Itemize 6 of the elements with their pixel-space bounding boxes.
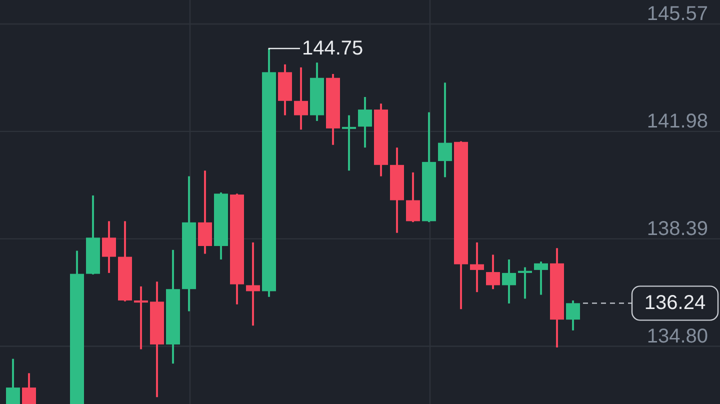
annotation: 144.75: [302, 38, 364, 60]
y-tick-label: 134.80: [646, 325, 708, 348]
y-tick-label: 145.57: [646, 3, 708, 25]
y-tick-label: 138.39: [646, 218, 708, 240]
ref-line-label: 136.24: [644, 292, 706, 314]
y-tick-label: 141.98: [646, 110, 708, 132]
